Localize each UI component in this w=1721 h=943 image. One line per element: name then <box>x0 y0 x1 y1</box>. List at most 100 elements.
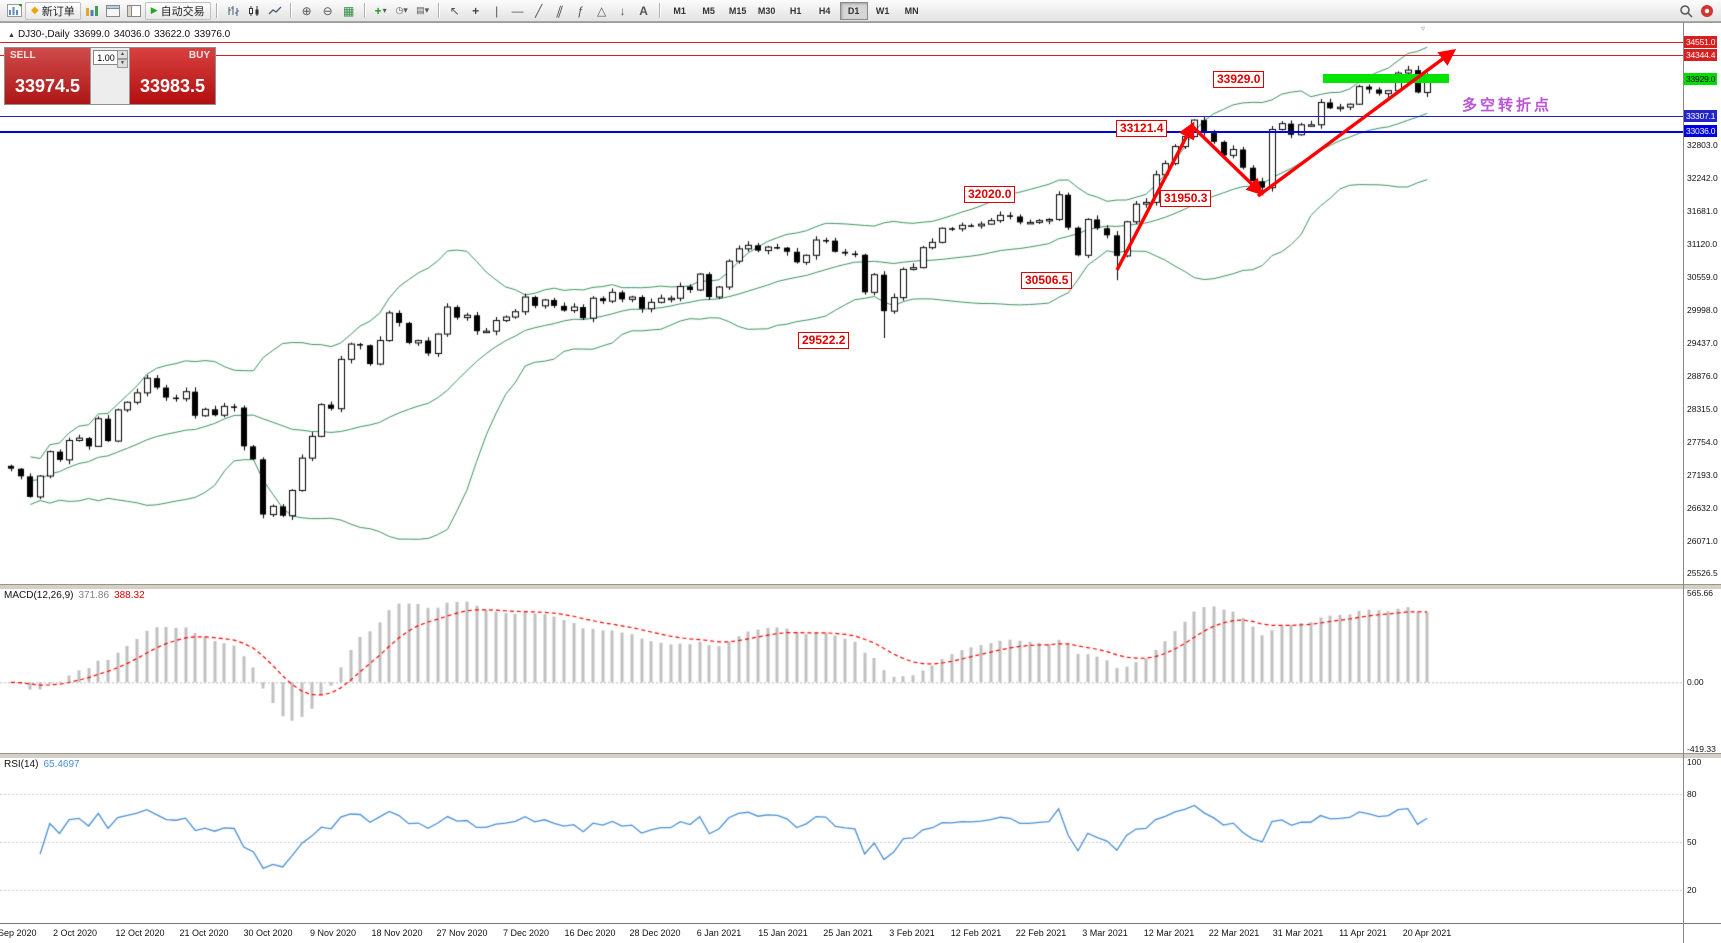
rsi-canvas[interactable] <box>0 757 1683 923</box>
timeframe-h4[interactable]: H4 <box>818 5 831 16</box>
trendline-icon[interactable]: ╱ <box>535 3 543 18</box>
macd-canvas[interactable] <box>0 588 1683 753</box>
macd-name: MACD(12,26,9) <box>4 590 74 601</box>
timeframe-d1[interactable]: D1 <box>839 1 868 20</box>
one-click-toggle-icon[interactable]: ▲ <box>8 32 15 39</box>
price-annotation-31950.3[interactable]: 31950.3 <box>1160 190 1212 207</box>
market-watch-icon[interactable] <box>82 2 102 19</box>
navigator-icon[interactable] <box>124 2 144 19</box>
timeframe-m1[interactable]: M1 <box>673 5 686 16</box>
price-axis-label: 27193.0 <box>1687 470 1718 480</box>
date-axis-label: 7 Dec 2020 <box>502 928 550 938</box>
ohlc-close: 33976.0 <box>194 29 231 40</box>
tile-windows-icon[interactable]: ▦ <box>342 3 355 18</box>
data-window-icon[interactable] <box>103 2 123 19</box>
price-annotation-33121.4[interactable]: 33121.4 <box>1116 120 1168 137</box>
date-axis-label: 3 Mar 2021 <box>1082 928 1128 938</box>
price-axis-label: 29437.0 <box>1687 338 1718 348</box>
price-axis-label: 31120.0 <box>1687 239 1718 249</box>
templates-dropdown-icon[interactable]: ▤▾ <box>416 5 430 15</box>
crosshair-icon[interactable]: + <box>472 3 480 18</box>
horizontal-line-icon[interactable]: — <box>511 3 524 18</box>
vertical-line-icon[interactable]: | <box>495 3 499 18</box>
chart-shift-marker[interactable]: ▿ <box>1421 24 1426 33</box>
new-chart-icon[interactable] <box>4 2 24 19</box>
rsi-axis-label: 20 <box>1687 885 1697 895</box>
date-axis-label: 6 Jan 2021 <box>696 928 742 938</box>
search-icon[interactable] <box>1676 2 1696 19</box>
symbol-period: DJ30-,Daily <box>17 29 70 40</box>
price-annotation-29522.2[interactable]: 29522.2 <box>798 332 850 349</box>
fibonacci-icon[interactable]: ƒ <box>577 3 584 18</box>
panel-splitter-rsi[interactable] <box>0 753 1721 759</box>
panel-splitter-macd[interactable] <box>0 584 1721 590</box>
sell-label: SELL <box>10 50 36 61</box>
note-text[interactable]: 多空转折点 <box>1462 97 1553 114</box>
timeframe-m30[interactable]: M30 <box>757 5 776 16</box>
channel-icon[interactable]: ∥ <box>554 3 565 18</box>
ohlc-open: 33699.0 <box>73 29 110 40</box>
buy-label: BUY <box>188 50 210 61</box>
date-axis-label: 9 Nov 2020 <box>309 928 357 938</box>
highlight-rectangle[interactable] <box>1323 74 1449 83</box>
date-axis-label: 20 Apr 2021 <box>1402 928 1452 938</box>
timeframe-m5[interactable]: M5 <box>702 5 715 16</box>
zoom-in-icon[interactable]: ⊕ <box>301 3 312 18</box>
price-chip-34344.4: 34344.4 <box>1684 49 1718 61</box>
price-annotation-30506.5[interactable]: 30506.5 <box>1021 272 1073 289</box>
macd-axis-label: -419.33 <box>1687 744 1716 754</box>
indicators-plus-icon: + <box>374 3 382 18</box>
chart-header: ▲ DJ30-,Daily 33699.0 34036.0 33622.0 33976.0 <box>8 29 234 40</box>
volume-down-button[interactable]: ▼ <box>117 59 128 68</box>
volume-up-button[interactable]: ▲ <box>117 50 128 59</box>
price-chip-33307.1: 33307.1 <box>1684 110 1718 122</box>
price-annotation-32020.0[interactable]: 32020.0 <box>964 186 1016 203</box>
price-chip-34551.0: 34551.0 <box>1684 36 1718 48</box>
line-chart-icon[interactable] <box>265 2 285 19</box>
timeframe-m15[interactable]: M15 <box>728 5 747 16</box>
candles-chart-icon[interactable] <box>244 2 264 19</box>
timeframe-h1[interactable]: H1 <box>789 5 802 16</box>
main-chart-canvas[interactable] <box>0 24 1683 584</box>
text-tool-icon[interactable]: A <box>639 3 648 18</box>
timeframe-mn[interactable]: MN <box>904 5 919 16</box>
price-annotation-33929.0[interactable]: 33929.0 <box>1213 71 1265 88</box>
indicators-icon[interactable]: + ▾ <box>371 2 391 19</box>
date-axis-separator <box>0 923 1721 924</box>
date-axis-label: 11 Apr 2021 <box>1339 928 1387 938</box>
periods-dropdown-icon[interactable]: ◷▾ <box>395 5 408 15</box>
autotrading-button[interactable]: ▶ 自动交易 <box>144 1 211 20</box>
buy-button[interactable]: BUY 33983.5 <box>130 48 215 104</box>
date-axis-label: 12 Oct 2020 <box>115 928 165 938</box>
date-axis-label: 2 Oct 2020 <box>52 928 98 938</box>
cursor-icon[interactable]: ↖ <box>449 3 460 18</box>
autotrading-play-icon: ▶ <box>150 5 158 15</box>
price-chip-33036.0: 33036.0 <box>1684 125 1718 137</box>
shapes-icon[interactable]: △ <box>597 3 607 18</box>
toolbar: ◆ 新订单 ▶ 自动交易 ⊕ ⊖ ▦ + ▾ ◷▾ ▤▾ ↖ + | — ╱ ∥ ƒ … <box>0 0 1721 22</box>
zoom-out-icon[interactable]: ⊖ <box>322 3 333 18</box>
date-axis-label: 12 Feb 2021 <box>950 928 1002 938</box>
date-axis-label: 15 Jan 2021 <box>758 928 808 938</box>
date-axis-label: 22 Mar 2021 <box>1208 928 1260 938</box>
timeframe-w1[interactable]: W1 <box>875 5 890 16</box>
price-chip-33929.0: 33929.0 <box>1684 73 1718 85</box>
date-axis-label: 31 Mar 2021 <box>1272 928 1324 938</box>
ohlc-low: 33622.0 <box>153 29 191 40</box>
sell-button[interactable]: SELL 33974.5 <box>5 48 90 104</box>
date-axis-label: 28 Dec 2020 <box>629 928 681 938</box>
arrows-tool-icon[interactable]: ↓ <box>619 3 626 18</box>
ohlc-high: 34036.0 <box>113 29 150 40</box>
date-axis-label: 23 Sep 2020 <box>0 928 37 938</box>
price-axis-label: 31681.0 <box>1687 206 1718 216</box>
volume-input[interactable] <box>93 50 119 65</box>
new-order-button[interactable]: ◆ 新订单 <box>25 1 81 20</box>
new-order-icon: ◆ <box>31 5 39 16</box>
community-icon[interactable] <box>1697 2 1717 19</box>
rsi-axis-label: 80 <box>1687 789 1697 799</box>
date-axis-label: 22 Feb 2021 <box>1015 928 1067 938</box>
date-axis-label: 18 Nov 2020 <box>371 928 423 938</box>
price-axis-label: 28315.0 <box>1687 404 1718 414</box>
bars-chart-icon[interactable] <box>223 2 243 19</box>
